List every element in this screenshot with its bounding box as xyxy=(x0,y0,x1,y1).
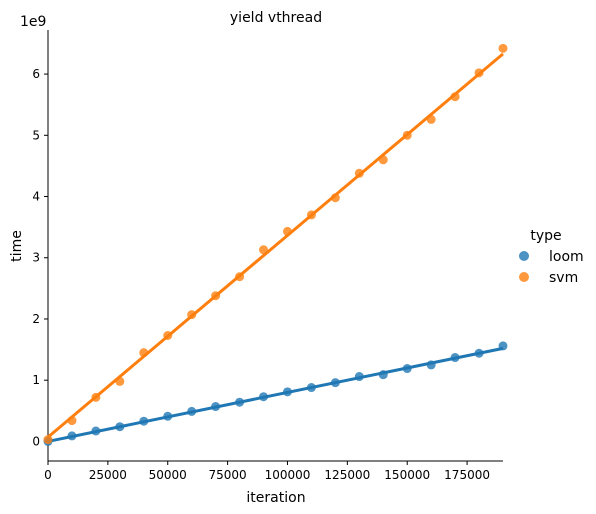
plot-area: 0 25000 50000 75000 100000 125000 150000 175000… xyxy=(32,30,508,482)
y-tick-label: 6 xyxy=(32,67,40,81)
fit-line-svm xyxy=(47,52,504,439)
x-tick-label: 50000 xyxy=(149,468,187,482)
legend-title: type xyxy=(530,228,561,244)
x-tick-label: 25000 xyxy=(89,468,127,482)
x-tick-label: 75000 xyxy=(209,468,247,482)
chart-title: yield vthread xyxy=(230,10,322,26)
x-tick-label: 175000 xyxy=(444,468,490,482)
y-tick-label: 0 xyxy=(32,434,40,448)
x-axis-label: iteration xyxy=(246,490,305,506)
legend-marker-loom xyxy=(519,251,529,261)
point-svm xyxy=(43,435,53,445)
x-tick-label: 0 xyxy=(44,468,52,482)
y-tick-label: 3 xyxy=(32,251,40,265)
fit-line-loom xyxy=(47,346,504,443)
y-tick-label: 5 xyxy=(32,128,40,142)
y-tick-label: 4 xyxy=(32,190,40,204)
legend-marker-svm xyxy=(519,272,529,282)
y-offset-label: 1e9 xyxy=(20,14,46,30)
point-svm xyxy=(498,43,508,53)
legend-label-svm: svm xyxy=(549,270,578,286)
y-tick-label: 1 xyxy=(32,373,40,387)
y-axis-label: time xyxy=(9,230,25,262)
legend: type loom svm xyxy=(519,228,584,286)
x-tick-label: 100000 xyxy=(265,468,311,482)
y-tick-label: 2 xyxy=(32,312,40,326)
legend-label-loom: loom xyxy=(549,249,584,265)
x-tick-label: 125000 xyxy=(324,468,370,482)
x-tick-label: 150000 xyxy=(384,468,430,482)
